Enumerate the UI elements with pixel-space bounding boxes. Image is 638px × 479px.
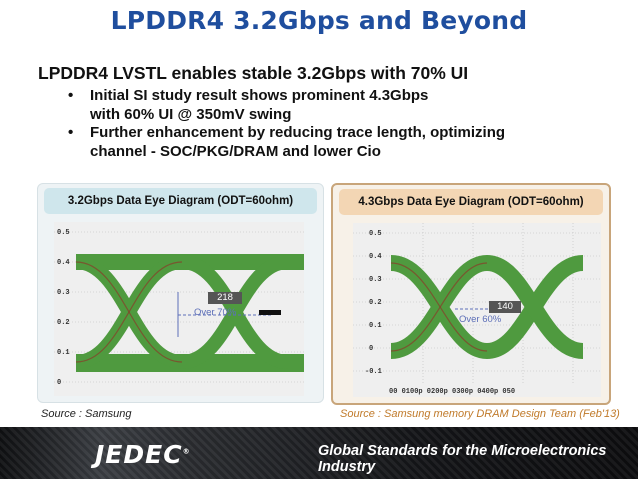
source-note-left: Source : Samsung — [41, 408, 132, 420]
y-tick-label: 0.1 — [369, 322, 382, 330]
bullet-marker: • — [68, 124, 74, 141]
bullet-line: Initial SI study result shows prominent … — [90, 87, 429, 104]
footer-banner: JEDEC® Global Standards for the Microele… — [0, 427, 638, 479]
y-tick-label: 0 — [369, 345, 373, 353]
eye-opening-label: Over 70% — [194, 307, 237, 318]
left-eye-plot: 0.5 0.4 0.3 0.2 0.1 0 — [54, 229, 304, 387]
footer-tagline: Global Standards for the Microelectronic… — [318, 443, 607, 475]
right-eye-plot: 0.5 0.4 0.3 0.2 0.1 0 -0.1 00 0100p 0200… — [353, 223, 601, 396]
eye-width-badge: 218 — [208, 292, 242, 304]
registered-mark: ® — [182, 447, 190, 456]
bullet-line: Further enhancement by reducing trace le… — [90, 124, 506, 141]
y-tick-label: -0.1 — [365, 368, 382, 376]
left-eye-panel: 3.2Gbps Data Eye Diagram (ODT=60ohm) 0.5… — [37, 183, 324, 403]
bullet-line: channel - SOC/PKG/DRAM and lower Cio — [90, 142, 381, 160]
eye-traces — [389, 254, 585, 360]
logo-text: JEDEC — [95, 440, 183, 469]
source-note-right: Source : Samsung memory DRAM Design Team… — [340, 408, 620, 420]
y-tick-label: 0.3 — [57, 289, 70, 297]
x-tick-labels: 00 0100p 0200p 0300p 0400p 050 — [389, 388, 515, 396]
eye-width-badge: 140 — [489, 301, 521, 313]
bullet-item-1: • Initial SI study result shows prominen… — [68, 87, 628, 124]
left-eye-diagram: 0.5 0.4 0.3 0.2 0.1 0 218 Over 70% — [54, 222, 304, 396]
bullet-list: • Initial SI study result shows prominen… — [68, 87, 628, 161]
right-eye-diagram: 0.5 0.4 0.3 0.2 0.1 0 -0.1 00 0100p 0200… — [353, 223, 601, 397]
bullet-line: with 60% UI @ 350mV swing — [90, 105, 292, 123]
y-tick-label: 0.4 — [369, 253, 382, 261]
slide-title: LPDDR4 3.2Gbps and Beyond — [110, 6, 528, 35]
y-tick-label: 0.2 — [369, 299, 382, 307]
right-panel-header: 4.3Gbps Data Eye Diagram (ODT=60ohm) — [339, 189, 603, 215]
jedec-logo: JEDEC® — [95, 440, 190, 469]
y-tick-label: 0 — [57, 379, 61, 387]
y-tick-label: 0.3 — [369, 276, 382, 284]
slide-subtitle: LPDDR4 LVSTL enables stable 3.2Gbps with… — [38, 63, 469, 83]
eye-opening-label: Over 60% — [459, 314, 502, 325]
y-tick-label: 0.1 — [57, 349, 70, 357]
y-tick-label: 0.5 — [369, 230, 382, 238]
bullet-item-2: • Further enhancement by reducing trace … — [68, 124, 628, 161]
eye-traces — [75, 254, 304, 372]
right-eye-panel: 4.3Gbps Data Eye Diagram (ODT=60ohm) 0.5… — [331, 183, 611, 405]
y-tick-label: 0.4 — [57, 259, 70, 267]
y-tick-label: 0.5 — [57, 229, 70, 237]
left-panel-header: 3.2Gbps Data Eye Diagram (ODT=60ohm) — [44, 188, 317, 214]
bullet-marker: • — [68, 87, 74, 104]
y-tick-label: 0.2 — [57, 319, 70, 327]
